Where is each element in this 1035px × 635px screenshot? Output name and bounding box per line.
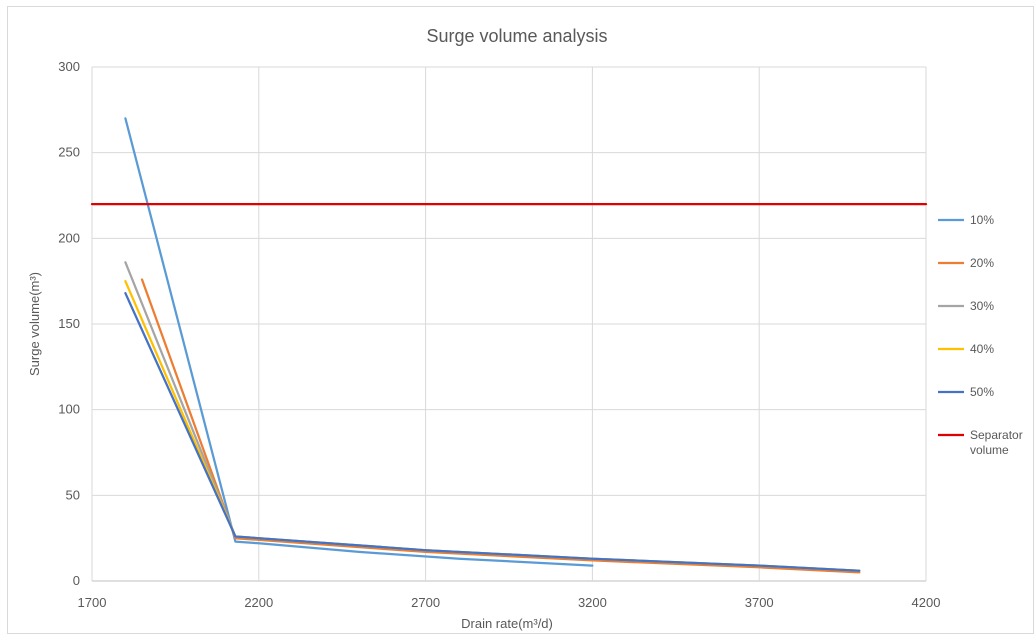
legend-label: 20% bbox=[970, 256, 994, 270]
y-axis-title: Surge volume(m³) bbox=[27, 272, 42, 376]
gridlines bbox=[91, 66, 927, 582]
legend-item: 10% bbox=[938, 213, 994, 227]
legend-item: 20% bbox=[938, 256, 994, 270]
legend-label: 40% bbox=[970, 342, 994, 356]
y-axis-ticks: 0 50 100 150 200 250 300 bbox=[58, 59, 80, 588]
legend-item: 40% bbox=[938, 342, 994, 356]
y-tick-label: 150 bbox=[58, 316, 80, 331]
chart-title: Surge volume analysis bbox=[426, 26, 607, 46]
legend-label: Separator bbox=[970, 428, 1023, 442]
legend-item: 50% bbox=[938, 385, 994, 399]
x-axis-title: Drain rate(m³/d) bbox=[461, 616, 553, 631]
x-tick-label: 2200 bbox=[244, 595, 273, 610]
y-tick-label: 100 bbox=[58, 402, 80, 417]
series-line-2 bbox=[124, 261, 861, 572]
legend-item: 30% bbox=[938, 299, 994, 313]
y-tick-label: 250 bbox=[58, 145, 80, 160]
x-tick-label: 3200 bbox=[578, 595, 607, 610]
x-tick-label: 1700 bbox=[78, 595, 107, 610]
legend-label: 10% bbox=[970, 213, 994, 227]
x-tick-label: 4200 bbox=[912, 595, 941, 610]
y-tick-label: 50 bbox=[66, 487, 80, 502]
legend-label: 50% bbox=[970, 385, 994, 399]
series-line-3 bbox=[124, 280, 861, 572]
y-tick-label: 0 bbox=[73, 573, 80, 588]
x-tick-label: 2700 bbox=[411, 595, 440, 610]
series-line-1 bbox=[140, 278, 861, 574]
y-tick-label: 300 bbox=[58, 59, 80, 74]
x-axis-ticks: 1700 2200 2700 3200 3700 4200 bbox=[78, 595, 941, 610]
y-tick-label: 200 bbox=[58, 230, 80, 245]
legend-label: volume bbox=[970, 443, 1009, 457]
x-tick-label: 3700 bbox=[745, 595, 774, 610]
legend-label: 30% bbox=[970, 299, 994, 313]
series-line-4 bbox=[124, 292, 861, 572]
series-line-0 bbox=[124, 117, 594, 567]
series-lines bbox=[90, 117, 928, 574]
